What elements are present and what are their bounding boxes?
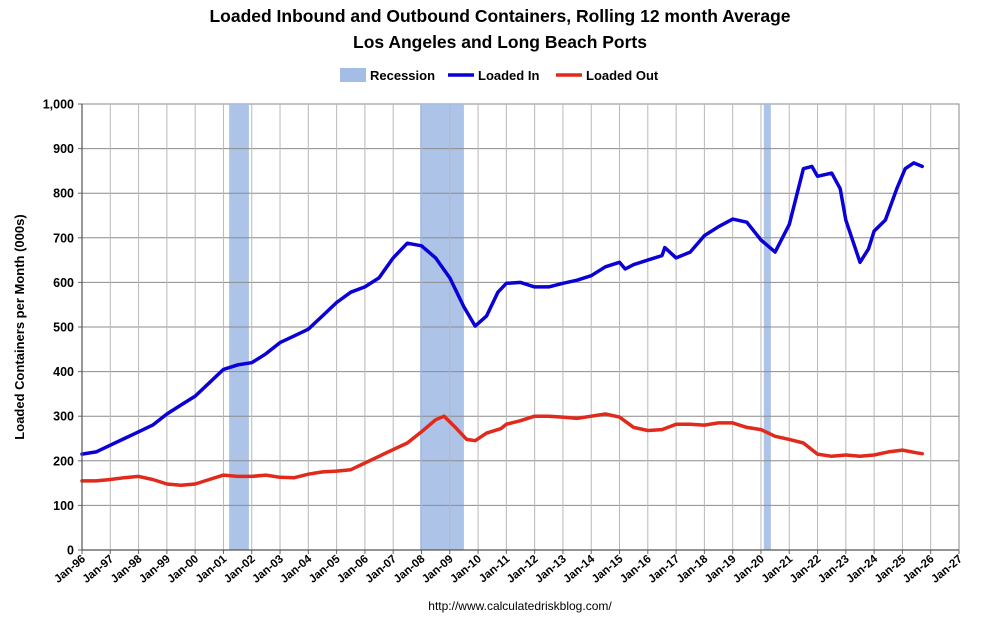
x-tick-label: Jan-17 — [646, 553, 682, 586]
source-url: http://www.calculatedriskblog.com/ — [428, 599, 612, 613]
legend-swatch-recession — [340, 68, 366, 82]
x-tick-label: Jan-99 — [137, 553, 173, 586]
y-tick-label: 700 — [53, 231, 74, 245]
x-tick-label: Jan-07 — [363, 553, 399, 586]
x-tick-label: Jan-96 — [52, 553, 88, 586]
y-tick-label: 300 — [53, 410, 74, 424]
x-tick-label: Jan-06 — [335, 553, 371, 586]
y-tick-label: 0 — [67, 544, 74, 558]
y-tick-label: 600 — [53, 276, 74, 290]
legend-label-loaded-out: Loaded Out — [586, 68, 659, 83]
x-tick-label: Jan-23 — [816, 553, 852, 586]
x-tick-label: Jan-27 — [929, 553, 965, 586]
x-tick-label: Jan-26 — [901, 553, 937, 586]
y-tick-label: 400 — [53, 365, 74, 379]
x-tick-label: Jan-16 — [618, 553, 654, 586]
x-tick-label: Jan-12 — [505, 553, 541, 586]
x-tick-label: Jan-00 — [165, 553, 201, 586]
chart-subtitle: Los Angeles and Long Beach Ports — [353, 32, 647, 52]
y-tick-label: 100 — [53, 499, 74, 513]
x-tick-label: Jan-13 — [533, 553, 569, 586]
x-tick-label: Jan-20 — [731, 553, 767, 586]
x-tick-label: Jan-10 — [448, 553, 484, 586]
x-tick-label: Jan-02 — [222, 553, 258, 586]
x-tick-label: Jan-97 — [81, 553, 117, 586]
x-tick-label: Jan-03 — [250, 553, 286, 586]
y-tick-label: 500 — [53, 321, 74, 335]
legend-label-loaded-in: Loaded In — [478, 68, 539, 83]
series-line-loaded-in — [80, 161, 924, 456]
y-axis-label: Loaded Containers per Month (000s) — [12, 214, 27, 439]
chart-title: Loaded Inbound and Outbound Containers, … — [209, 6, 790, 26]
x-tick-label: Jan-22 — [788, 553, 824, 586]
legend: Recession Loaded In Loaded Out — [340, 68, 659, 83]
y-tick-label: 200 — [53, 454, 74, 468]
x-tick-label: Jan-09 — [420, 553, 456, 586]
y-tick-label: 1,000 — [43, 98, 74, 112]
x-tick-label: Jan-19 — [703, 553, 739, 586]
y-tick-label: 800 — [53, 187, 74, 201]
y-tick-label: 900 — [53, 142, 74, 156]
legend-label-recession: Recession — [370, 68, 435, 83]
series-line-loaded-out — [80, 412, 924, 488]
